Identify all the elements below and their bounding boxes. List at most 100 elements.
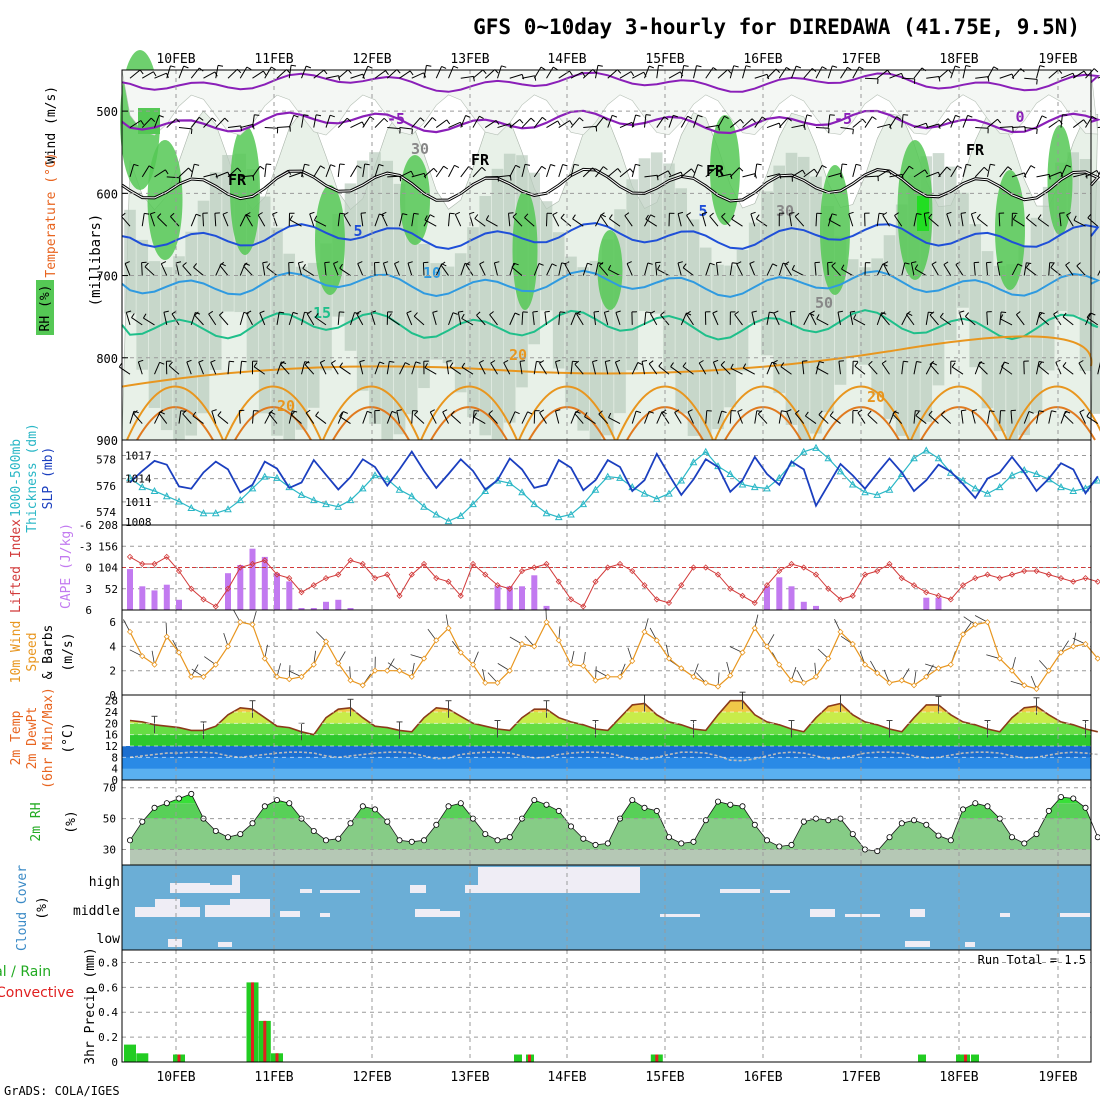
rh-point bbox=[678, 840, 685, 847]
wind-barb-flag bbox=[402, 213, 408, 216]
wind-barb-flag bbox=[842, 163, 848, 166]
rh-point bbox=[1021, 840, 1028, 847]
wind-barb-10m bbox=[387, 662, 400, 672]
wind-barb-flag bbox=[339, 411, 343, 417]
wind-barb-flag bbox=[291, 410, 296, 416]
wind-barb bbox=[141, 213, 145, 227]
wind-barb bbox=[923, 213, 927, 227]
thickness-point bbox=[1057, 483, 1065, 491]
wind-barb-flag bbox=[194, 311, 199, 316]
wind-barb-flag bbox=[163, 310, 169, 313]
wind-barb bbox=[803, 114, 808, 128]
wind-speed-point bbox=[1070, 643, 1077, 650]
wind-barb bbox=[668, 71, 681, 79]
wind-barb-flag bbox=[411, 128, 413, 135]
lifted-index-point bbox=[175, 567, 183, 575]
wind-barb bbox=[570, 312, 577, 326]
wind-barb bbox=[880, 314, 890, 326]
thickness-point bbox=[456, 511, 465, 519]
wind-barb bbox=[576, 313, 584, 326]
rh-point bbox=[322, 837, 329, 844]
wind-barb-flag bbox=[882, 212, 888, 216]
wind-barb bbox=[717, 115, 725, 128]
wind-barb-flag bbox=[1086, 313, 1091, 318]
wind-barb bbox=[411, 117, 421, 128]
wind-barb-10m bbox=[129, 649, 143, 657]
cape-bar bbox=[788, 586, 795, 610]
wind-barb-flag bbox=[508, 212, 514, 214]
wind-barb bbox=[442, 411, 449, 424]
wind-barb-flag bbox=[530, 117, 535, 122]
rh-region-mid bbox=[222, 155, 234, 312]
wind-barb-flag bbox=[698, 360, 704, 364]
lifted-index-point bbox=[874, 567, 881, 575]
temperature-contour-25 bbox=[1018, 406, 1096, 441]
wind-barb bbox=[619, 168, 631, 178]
wind-barb-flag bbox=[389, 360, 395, 363]
wind-barb bbox=[252, 166, 261, 178]
wind-barb bbox=[119, 366, 131, 375]
wind-barb bbox=[154, 115, 160, 128]
wind-barb-flag bbox=[686, 212, 691, 216]
wind-barb-flag bbox=[494, 261, 500, 264]
wind-barb bbox=[149, 213, 155, 227]
wind-speed-point bbox=[898, 677, 905, 684]
rh-point bbox=[310, 828, 317, 835]
lifted-index-point bbox=[200, 596, 207, 603]
lifted-index-point bbox=[1033, 567, 1040, 575]
wind-barb-flag bbox=[786, 409, 792, 412]
wind-barb-flag bbox=[527, 411, 533, 415]
wind-barb bbox=[211, 411, 217, 424]
wind-barb-10m bbox=[497, 663, 510, 672]
rh-point bbox=[261, 803, 268, 810]
lifted-index-point bbox=[1045, 571, 1052, 578]
wind-barb-flag bbox=[687, 115, 693, 120]
wind-barb bbox=[717, 173, 731, 178]
wind-barb-flag bbox=[258, 212, 263, 216]
rh-point bbox=[592, 841, 599, 848]
wind-barb-flag bbox=[887, 69, 891, 75]
wind-barb bbox=[784, 264, 792, 276]
wind-barb-flag bbox=[514, 312, 520, 316]
wind-barb bbox=[154, 169, 166, 178]
wind-barb-flag bbox=[211, 117, 217, 122]
wind-barb-flag bbox=[1066, 212, 1072, 216]
wind-barb-flag bbox=[142, 313, 147, 319]
wind-barb-flag bbox=[1016, 311, 1021, 315]
wind-barb bbox=[881, 363, 890, 375]
wind-barb-flag bbox=[932, 362, 938, 366]
wind-barb bbox=[315, 415, 327, 424]
thickness-point bbox=[297, 490, 306, 498]
precip-total-bar bbox=[136, 1053, 149, 1062]
wind-barb-flag bbox=[615, 310, 621, 313]
wind-barb bbox=[503, 362, 511, 375]
cloud-middle-bar bbox=[1060, 913, 1090, 917]
wind-barb bbox=[435, 119, 448, 128]
lifted-index-point bbox=[371, 575, 379, 582]
wind-barb bbox=[815, 165, 823, 178]
thickness-point bbox=[481, 486, 490, 494]
rh-point bbox=[849, 831, 856, 838]
wind-barb-flag bbox=[313, 215, 318, 221]
rh-region-mid bbox=[258, 196, 271, 414]
wind-barb bbox=[448, 312, 454, 326]
wind-barb-flag bbox=[965, 312, 969, 317]
cape-bar bbox=[923, 597, 930, 610]
rh-point bbox=[433, 821, 440, 828]
temp-band bbox=[130, 723, 1091, 735]
wind-barb-flag bbox=[159, 361, 165, 365]
wind-barb-flag bbox=[645, 114, 651, 116]
wind-barb-flag bbox=[607, 264, 612, 270]
wind-barb bbox=[423, 65, 427, 79]
wind-barb bbox=[925, 362, 933, 375]
wind-barb-flag bbox=[503, 359, 509, 364]
wind-speed-point bbox=[690, 673, 697, 680]
wind-barb bbox=[986, 262, 988, 276]
wind-barb bbox=[791, 124, 805, 129]
wind-barb-flag bbox=[495, 120, 500, 125]
wind-barb bbox=[219, 314, 229, 326]
precip-total-bar bbox=[514, 1054, 522, 1062]
wind-barb bbox=[259, 312, 266, 326]
wind-barb bbox=[773, 312, 780, 326]
wind-barb bbox=[938, 118, 949, 128]
